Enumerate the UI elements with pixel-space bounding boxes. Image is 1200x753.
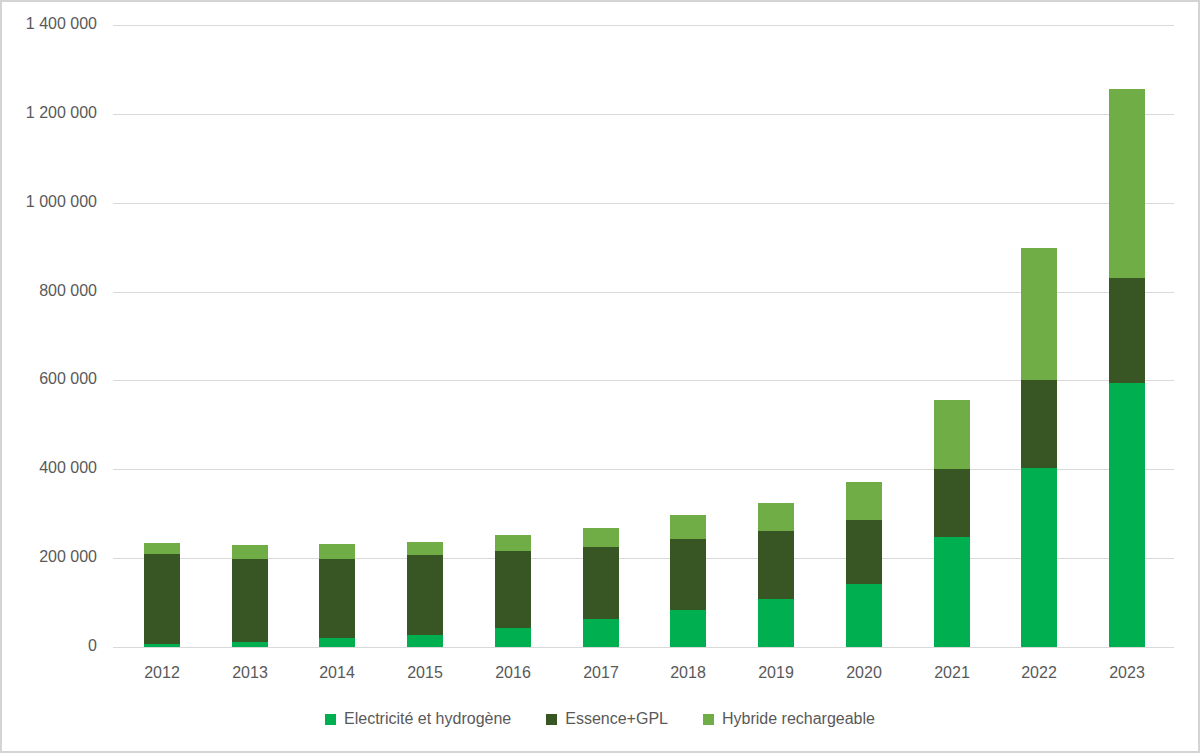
x-axis-labels: 2012201320142015201620172018201920202021… bbox=[2, 2, 1198, 751]
x-tick-label: 2019 bbox=[732, 664, 820, 682]
legend-swatch-icon bbox=[546, 714, 557, 725]
x-tick-label: 2015 bbox=[381, 664, 469, 682]
x-tick-label: 2022 bbox=[995, 664, 1083, 682]
x-tick-label: 2023 bbox=[1083, 664, 1171, 682]
legend-label: Electricité et hydrogène bbox=[344, 710, 511, 728]
x-tick-label: 2013 bbox=[206, 664, 294, 682]
legend-item: Hybride rechargeable bbox=[703, 710, 875, 728]
x-tick-label: 2020 bbox=[820, 664, 908, 682]
x-tick-label: 2017 bbox=[557, 664, 645, 682]
legend-swatch-icon bbox=[325, 714, 336, 725]
chart-canvas: 0200 000400 000600 000800 0001 000 0001 … bbox=[0, 0, 1200, 753]
legend-item: Electricité et hydrogène bbox=[325, 710, 511, 728]
legend-item: Essence+GPL bbox=[546, 710, 668, 728]
legend-label: Essence+GPL bbox=[565, 710, 668, 728]
x-tick-label: 2012 bbox=[118, 664, 206, 682]
legend-swatch-icon bbox=[703, 714, 714, 725]
x-tick-label: 2016 bbox=[469, 664, 557, 682]
x-tick-label: 2021 bbox=[908, 664, 996, 682]
x-tick-label: 2014 bbox=[293, 664, 381, 682]
legend: Electricité et hydrogène Essence+GPL Hybri… bbox=[2, 710, 1198, 728]
legend-label: Hybride rechargeable bbox=[722, 710, 875, 728]
x-tick-label: 2018 bbox=[644, 664, 732, 682]
